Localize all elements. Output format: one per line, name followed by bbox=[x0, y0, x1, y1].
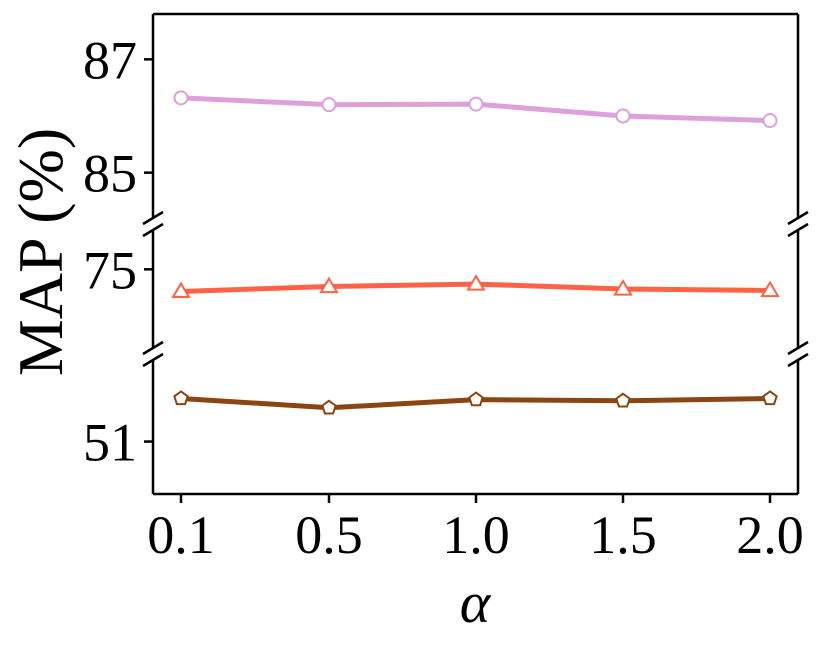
series-2-point-4 bbox=[762, 390, 778, 406]
x-tick-label: 2.0 bbox=[736, 505, 804, 565]
series-0-point-0 bbox=[173, 90, 189, 106]
series-1-point-3 bbox=[613, 279, 633, 296]
series-0-point-1 bbox=[321, 97, 337, 113]
series-0-point-2 bbox=[468, 96, 484, 112]
y-tick-label: 87 bbox=[83, 30, 137, 90]
axis-break-mark-0-0-1 bbox=[142, 222, 164, 238]
axes bbox=[142, 12, 809, 496]
y-tick-label: 75 bbox=[83, 240, 137, 300]
y-tick-label: 85 bbox=[83, 144, 137, 204]
axis-break-mark-0-0-0 bbox=[142, 210, 164, 226]
series-0-point-4 bbox=[762, 113, 778, 129]
x-tick-label: 1.5 bbox=[589, 505, 657, 565]
axis-break-mark-1-0-0 bbox=[142, 340, 164, 356]
tick-marks: 87 85 75 510.1 0.5 1.0 1.5 2.0 bbox=[83, 30, 804, 565]
series-2-point-3 bbox=[615, 392, 631, 408]
series-1-point-2 bbox=[466, 274, 486, 291]
series bbox=[171, 90, 780, 415]
series-1-point-1 bbox=[319, 276, 339, 294]
x-tick-label: 0.5 bbox=[295, 505, 363, 565]
y-tick-label: 51 bbox=[83, 413, 137, 473]
axis-break-mark-0-1-1 bbox=[787, 222, 809, 238]
series-2-point-0 bbox=[173, 390, 189, 406]
series-1-point-0 bbox=[171, 281, 191, 299]
series-2-point-2 bbox=[468, 391, 484, 407]
x-axis-label: α bbox=[460, 570, 492, 635]
x-tick-label: 0.1 bbox=[147, 505, 215, 565]
axis-break-mark-1-0-1 bbox=[142, 352, 164, 368]
y-axis-label: MAP (%) bbox=[5, 128, 76, 376]
axis-break-mark-0-1-0 bbox=[787, 210, 809, 226]
x-tick-label: 1.0 bbox=[442, 505, 510, 565]
series-2-point-1 bbox=[321, 399, 337, 415]
series-0-point-3 bbox=[615, 108, 631, 124]
axis-break-mark-1-1-0 bbox=[787, 340, 809, 356]
series-1-point-4 bbox=[760, 280, 780, 298]
axis-break-mark-1-1-1 bbox=[787, 352, 809, 368]
